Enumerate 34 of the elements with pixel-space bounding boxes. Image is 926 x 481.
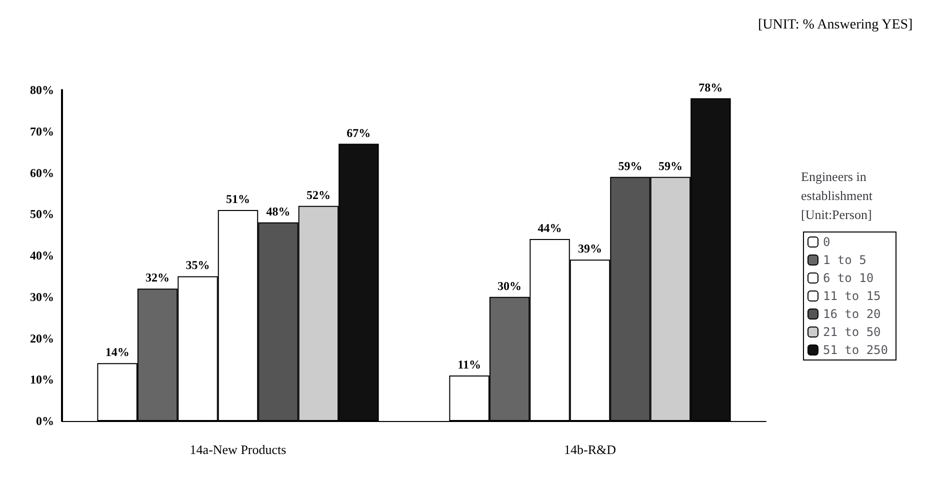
data-label: 51% (226, 192, 250, 206)
y-tick-label: 10% (30, 372, 54, 387)
data-label: 48% (266, 204, 290, 218)
legend-label: 51 to 250 (822, 343, 888, 357)
y-tick-label: 60% (30, 166, 54, 180)
y-tick-label: 70% (30, 124, 54, 138)
data-label: 59% (618, 158, 642, 173)
data-label: 59% (658, 158, 682, 173)
y-tick-label: 30% (30, 290, 54, 304)
y-tick-label: 0% (36, 414, 54, 428)
data-label: 44% (538, 220, 562, 235)
data-label: 35% (186, 258, 210, 272)
text: [UNIT: % Answering YES] (758, 18, 913, 32)
y-tick-label: 80% (30, 83, 54, 97)
legend-title: Engineers in establishment [Unit:Person] (801, 169, 876, 222)
legend-label: 11 to 15 (822, 289, 881, 303)
legend-label: 0 (822, 235, 830, 249)
data-label: 32% (146, 270, 170, 285)
legend-label: 16 to 20 (822, 307, 881, 321)
data-label: 78% (698, 80, 723, 94)
data-label: 30% (498, 278, 522, 293)
y-tick-label: 40% (30, 248, 54, 262)
legend-label: 21 to 50 (822, 325, 881, 339)
data-label: 11% (458, 357, 481, 372)
data-label: 39% (578, 242, 602, 256)
data-label: 14% (105, 345, 130, 360)
data-label: 52% (306, 188, 330, 202)
y-tick-label: 20% (30, 331, 54, 346)
legend-label: 6 to 10 (822, 271, 874, 285)
data-label: 67% (346, 126, 371, 140)
y-tick-label: 50% (30, 207, 54, 222)
x-tick-label: 14b-R&D (564, 442, 616, 457)
legend-label: 1 to 5 (822, 253, 866, 267)
x-tick-label: 14a-New Products (190, 442, 286, 457)
